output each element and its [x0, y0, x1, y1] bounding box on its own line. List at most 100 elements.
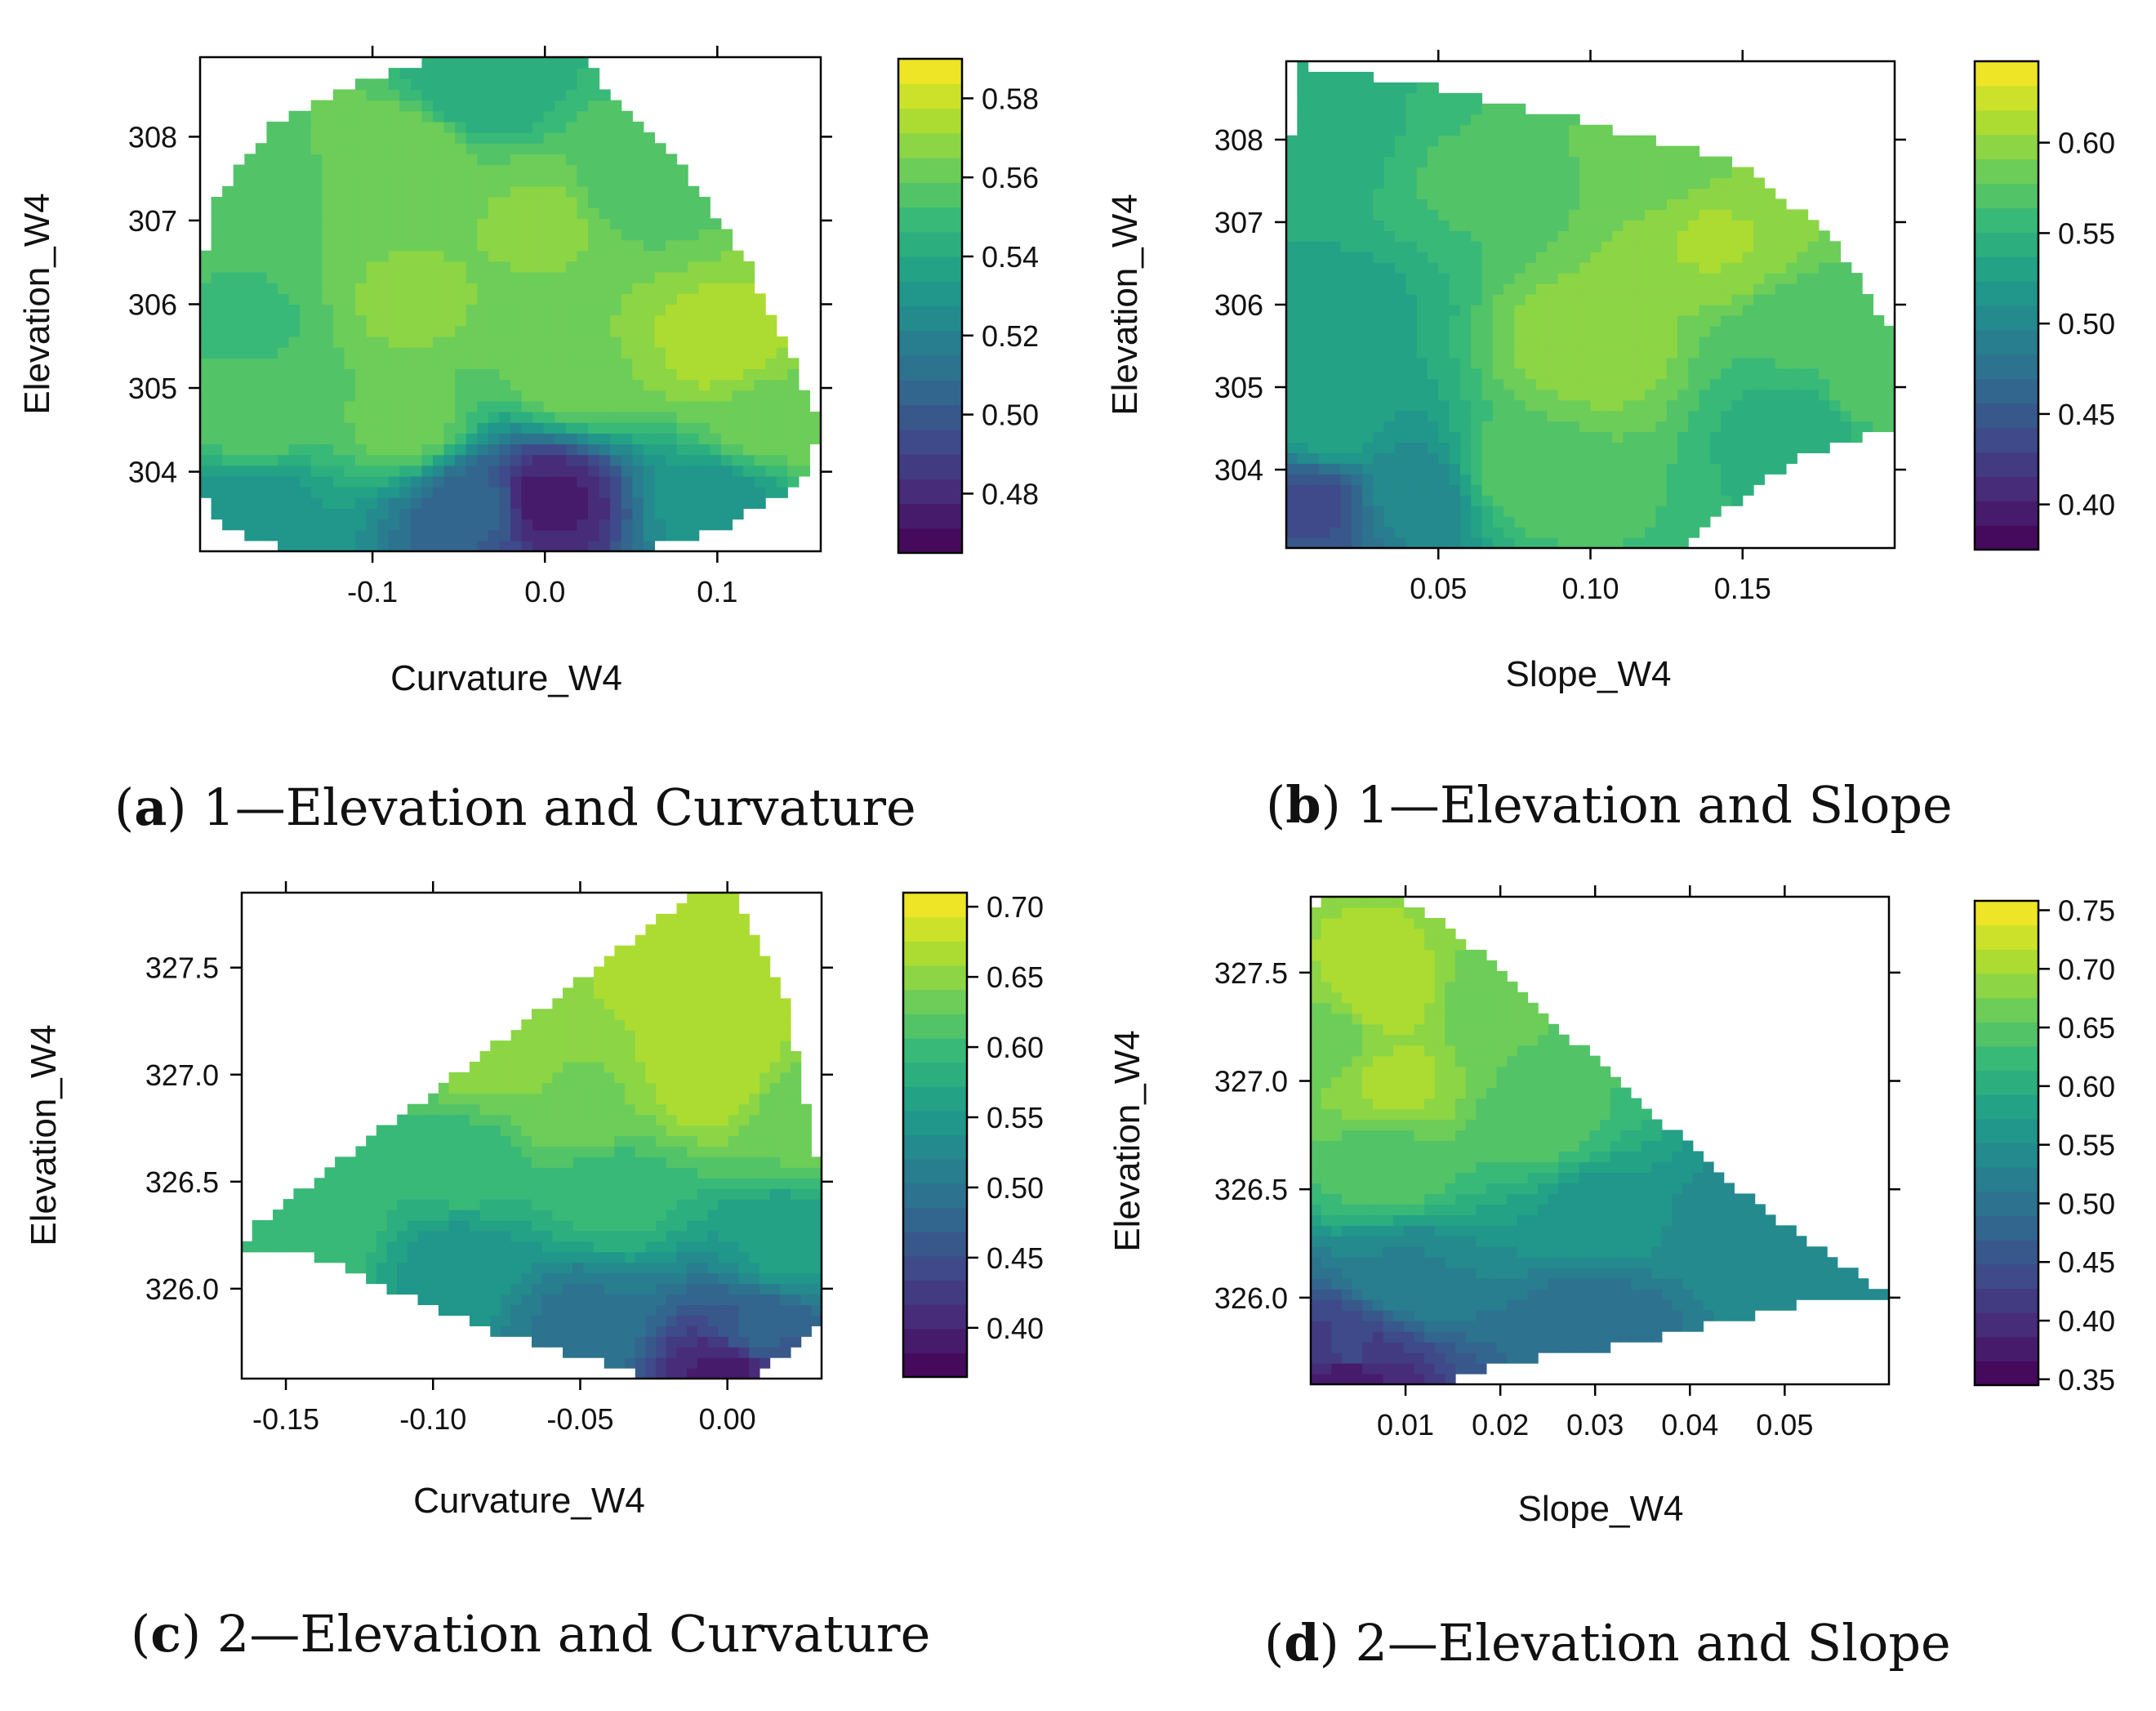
heatmap-cell [1362, 209, 1374, 221]
heatmap-cell [266, 347, 278, 359]
heatmap-cell [599, 412, 611, 423]
heatmap-cell [273, 1230, 284, 1242]
heatmap-cell [300, 132, 312, 144]
heatmap-cell [1471, 389, 1483, 401]
heatmap-cell [1818, 283, 1830, 295]
heatmap-cell [1395, 442, 1406, 453]
heatmap-cell [1383, 452, 1396, 464]
heatmap-cell [1286, 156, 1298, 168]
heatmap-cell [288, 272, 301, 283]
heatmap-cell [1818, 241, 1830, 252]
heatmap-cell [594, 1030, 605, 1041]
heatmap-cell [1785, 336, 1797, 348]
heatmap-cell [1666, 230, 1678, 242]
heatmap-cell [577, 443, 589, 456]
heatmap-cell [1318, 220, 1330, 231]
heatmap-cell [438, 1294, 450, 1306]
heatmap-cell [388, 154, 400, 166]
heatmap-cell [355, 347, 368, 359]
heatmap-cell [1785, 399, 1797, 412]
heatmap-cell [532, 1146, 543, 1157]
heatmap-cell [1330, 230, 1342, 242]
heatmap-cell [1514, 506, 1526, 517]
heatmap-cell [555, 229, 567, 241]
heatmap-cell [510, 250, 523, 262]
heatmap-cell [1557, 378, 1570, 390]
heatmap-cell [376, 1199, 388, 1210]
heatmap-cell [499, 497, 511, 509]
heatmap-cell [594, 1156, 605, 1168]
heatmap-cell [555, 272, 567, 283]
heatmap-cell [521, 1283, 532, 1295]
heatmap-cell [376, 1251, 388, 1263]
heatmap-cell [388, 443, 400, 456]
heatmap-cell [310, 358, 323, 370]
heatmap-cell [698, 272, 710, 283]
heatmap-cell [621, 143, 633, 154]
heatmap-cell [1373, 92, 1385, 105]
heatmap-cell [255, 164, 268, 176]
heatmap-cell [510, 1156, 522, 1168]
heatmap-cell [666, 529, 678, 541]
heatmap-cell [1330, 252, 1342, 263]
heatmap-cell [466, 185, 478, 198]
heatmap-cell [499, 293, 511, 305]
heatmap-cell [1405, 135, 1418, 147]
heatmap-cell [410, 185, 423, 198]
heatmap-cell [455, 283, 467, 294]
heatmap-cell [355, 121, 368, 133]
heatmap-cell [222, 293, 234, 305]
heatmap-cell [407, 1125, 419, 1137]
heatmap-cell [1362, 378, 1374, 390]
heatmap-cell [1449, 452, 1461, 464]
heatmap-cell [499, 508, 511, 520]
heatmap-cell [1471, 305, 1483, 316]
heatmap-cell [1503, 220, 1515, 231]
heatmap-cell [428, 1146, 439, 1157]
heatmap-cell [1351, 156, 1363, 168]
heatmap-cell [1623, 188, 1635, 200]
heatmap-cell [1688, 378, 1700, 390]
heatmap-cell [366, 272, 378, 283]
heatmap-cell [1492, 474, 1504, 485]
heatmap-cell [479, 1272, 491, 1285]
heatmap-cell [1753, 452, 1765, 464]
heatmap-cell [332, 229, 345, 241]
heatmap-cell [532, 57, 545, 69]
heatmap-cell [233, 164, 245, 176]
heatmap-cell [1383, 135, 1396, 147]
heatmap-cell [443, 422, 456, 434]
heatmap-cell [563, 1103, 574, 1116]
heatmap-cell [488, 400, 501, 412]
heatmap-cell [1655, 209, 1668, 221]
heatmap-cell [1699, 252, 1711, 263]
heatmap-cell [1318, 294, 1330, 305]
heatmap-cell [479, 1283, 491, 1295]
heatmap-cell [654, 454, 666, 466]
heatmap-cell [1330, 442, 1342, 453]
heatmap-cell [310, 433, 323, 445]
heatmap-cell [1525, 495, 1537, 506]
heatmap-cell [448, 1072, 460, 1084]
heatmap-cell [200, 272, 212, 283]
heatmap-cell [1709, 495, 1722, 506]
heatmap-cell [563, 1093, 574, 1105]
heatmap-cell [1764, 431, 1776, 443]
heatmap-cell [477, 218, 489, 230]
heatmap-cell [421, 529, 434, 541]
heatmap-cell [572, 1051, 584, 1063]
heatmap-cell [1459, 527, 1472, 538]
heatmap-cell [310, 293, 323, 305]
heatmap-cell [1557, 527, 1570, 538]
heatmap-cell [1601, 124, 1613, 136]
heatmap-cell [552, 1009, 564, 1020]
heatmap-cell [1459, 314, 1472, 327]
heatmap-cell [1340, 230, 1352, 242]
heatmap-cell [438, 1156, 450, 1168]
heatmap-cell [543, 272, 555, 283]
heatmap-cell [1590, 262, 1602, 274]
heatmap-cell [1351, 145, 1363, 158]
heatmap-cell [643, 132, 656, 144]
heatmap-cell [344, 465, 356, 477]
heatmap-cell [532, 443, 545, 456]
